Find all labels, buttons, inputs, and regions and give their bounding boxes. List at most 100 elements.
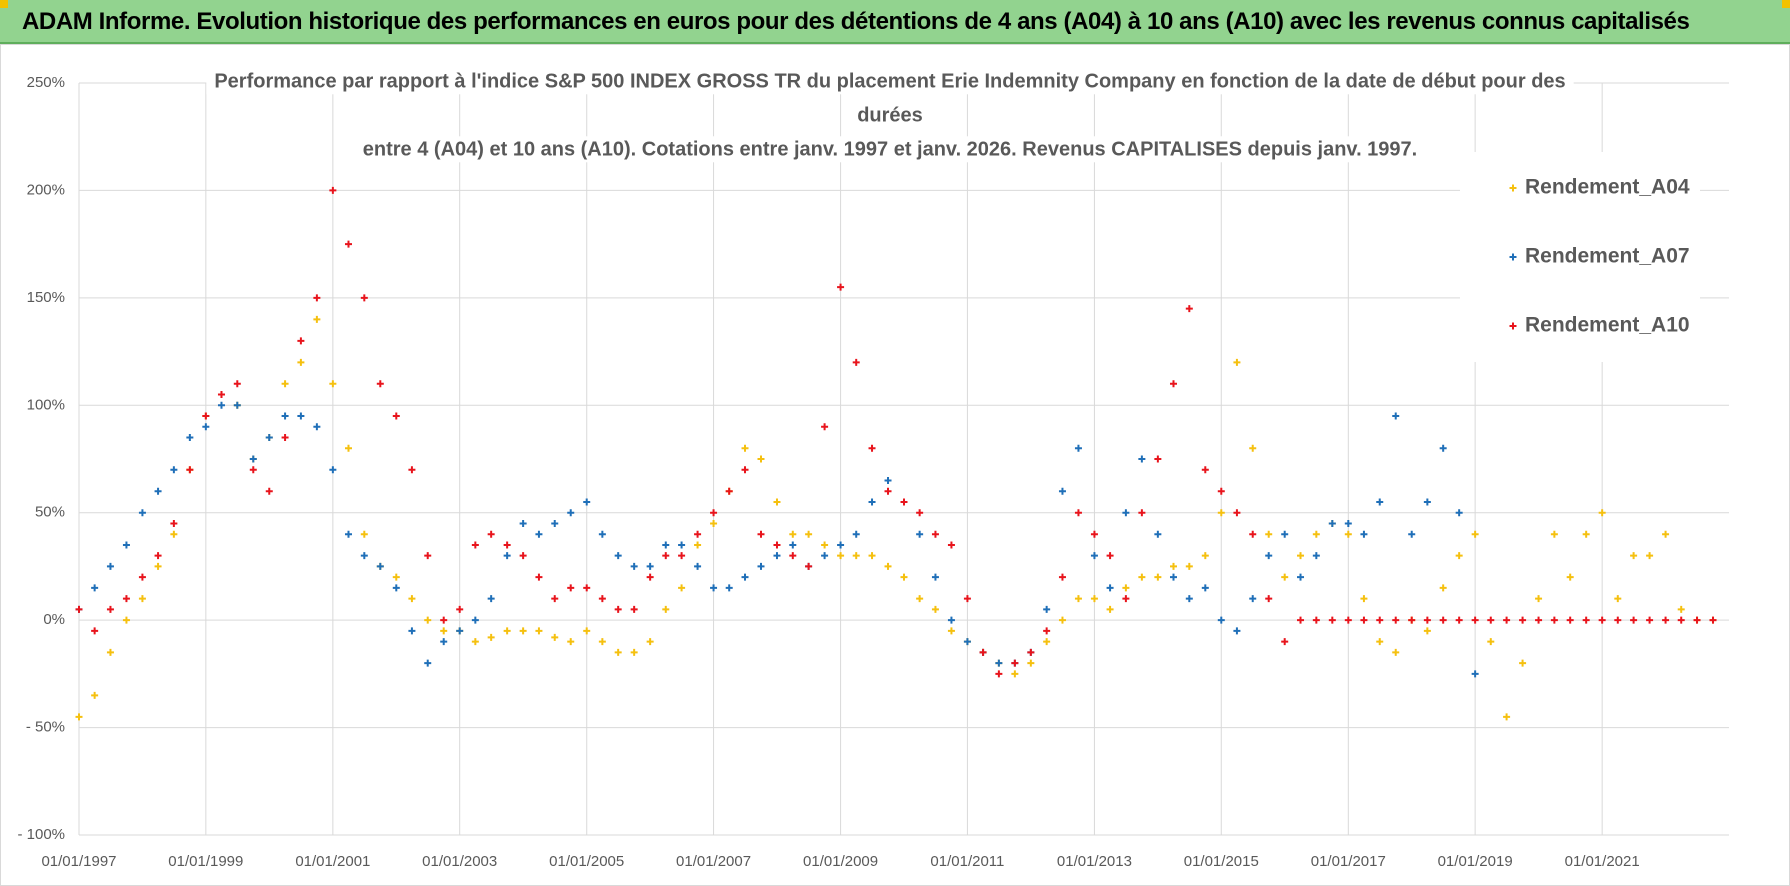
point	[1376, 498, 1384, 506]
point	[757, 530, 765, 538]
point	[805, 562, 813, 570]
point	[789, 541, 797, 549]
point	[1550, 616, 1558, 624]
point	[1376, 616, 1384, 624]
point	[694, 562, 702, 570]
point	[1677, 605, 1685, 613]
point	[852, 530, 860, 538]
point	[947, 627, 955, 635]
point	[1201, 552, 1209, 560]
point	[1201, 584, 1209, 592]
point	[837, 541, 845, 549]
point	[1074, 444, 1082, 452]
point	[360, 552, 368, 560]
x-tick-label: 01/01/2003	[422, 853, 497, 870]
point	[805, 530, 813, 538]
point	[392, 412, 400, 420]
point	[1423, 627, 1431, 635]
point	[1471, 670, 1479, 678]
x-tick-label: 01/01/1997	[41, 853, 116, 870]
point	[614, 605, 622, 613]
point	[1408, 616, 1416, 624]
point	[408, 466, 416, 474]
point	[1662, 616, 1670, 624]
point	[202, 423, 210, 431]
point	[1646, 552, 1654, 560]
point	[1217, 487, 1225, 495]
point	[122, 541, 130, 549]
point	[1106, 584, 1114, 592]
point	[773, 552, 781, 560]
point	[1122, 509, 1130, 517]
point	[884, 476, 892, 484]
point	[598, 530, 606, 538]
point	[344, 444, 352, 452]
point	[360, 530, 368, 538]
point	[725, 487, 733, 495]
legend-marker	[1509, 184, 1517, 192]
point	[694, 530, 702, 538]
point	[1344, 616, 1352, 624]
point	[1630, 552, 1638, 560]
point	[1487, 638, 1495, 646]
x-tick-label: 01/01/2013	[1057, 853, 1132, 870]
point	[1154, 455, 1162, 463]
point	[1043, 627, 1051, 635]
point	[567, 638, 575, 646]
legend-label: Rendement_A10	[1525, 314, 1690, 337]
point	[1582, 616, 1590, 624]
x-tick-label: 01/01/2019	[1438, 853, 1513, 870]
point	[281, 380, 289, 388]
point	[519, 519, 527, 527]
point	[1249, 530, 1257, 538]
point	[471, 616, 479, 624]
legend-label: Rendement_A04	[1525, 176, 1690, 199]
point	[1122, 595, 1130, 603]
point	[646, 573, 654, 581]
point	[1455, 509, 1463, 517]
point	[1646, 616, 1654, 624]
y-tick-label: 200%	[27, 181, 65, 198]
point	[329, 186, 337, 194]
point	[741, 444, 749, 452]
point	[297, 358, 305, 366]
point	[1201, 466, 1209, 474]
point	[519, 552, 527, 560]
point	[1090, 595, 1098, 603]
point	[931, 530, 939, 538]
point	[821, 552, 829, 560]
point	[154, 562, 162, 570]
point	[456, 605, 464, 613]
point	[233, 401, 241, 409]
point	[186, 466, 194, 474]
point	[1439, 584, 1447, 592]
point	[265, 434, 273, 442]
point	[1392, 648, 1400, 656]
point	[297, 337, 305, 345]
point	[614, 552, 622, 560]
point	[1582, 530, 1590, 538]
point	[1154, 530, 1162, 538]
point	[392, 584, 400, 592]
legend-marker	[1509, 322, 1517, 330]
point	[1138, 455, 1146, 463]
point	[376, 380, 384, 388]
point	[662, 541, 670, 549]
point	[329, 466, 337, 474]
point	[91, 691, 99, 699]
series	[75, 401, 1479, 678]
point	[138, 595, 146, 603]
point	[138, 509, 146, 517]
point	[1249, 595, 1257, 603]
point	[884, 562, 892, 570]
point	[1043, 638, 1051, 646]
point	[1233, 358, 1241, 366]
point	[916, 595, 924, 603]
point	[630, 605, 638, 613]
point	[1408, 530, 1416, 538]
point	[963, 595, 971, 603]
point	[106, 648, 114, 656]
point	[265, 487, 273, 495]
point	[1217, 509, 1225, 517]
